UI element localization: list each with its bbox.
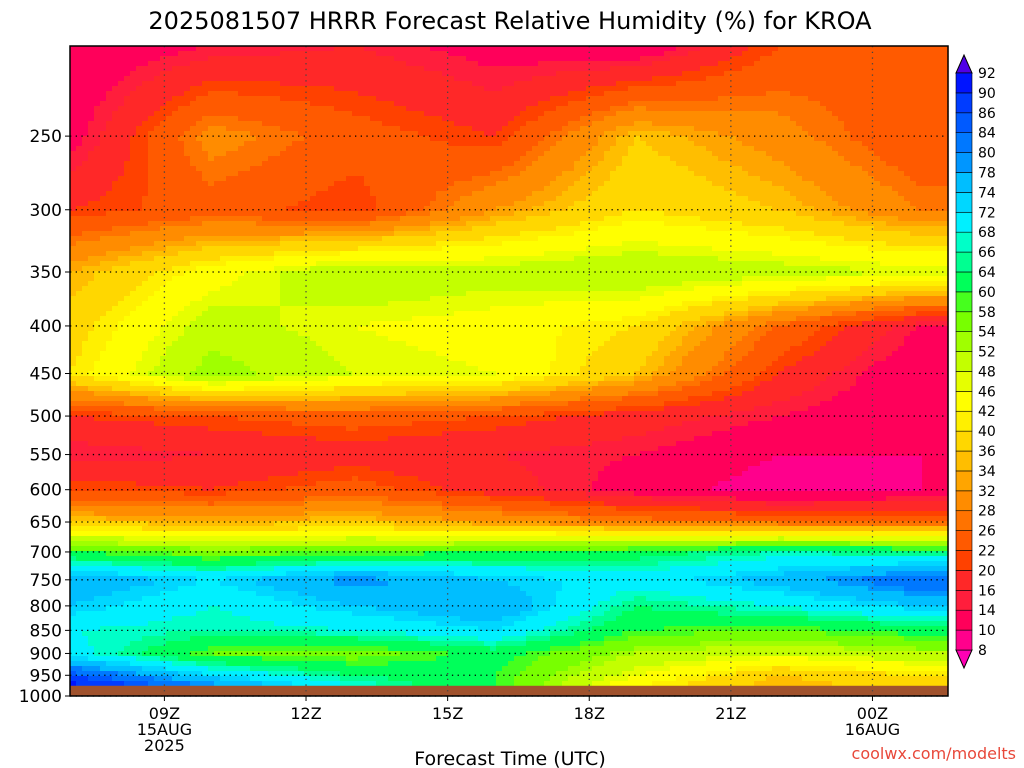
colorbar-swatch <box>956 212 972 232</box>
colorbar-lower-arrow <box>956 650 972 668</box>
colorbar: 8 10 14 16 20 22 26 28 32 34 36 40 42 46 48 52 54 58 60 64 6… <box>956 55 996 668</box>
y-tick-label: 800 <box>30 597 62 617</box>
y-tick-label: 450 <box>30 365 62 385</box>
colorbar-label: 16 <box>978 583 996 599</box>
colorbar-label: 58 <box>978 305 996 321</box>
y-tick-label: 900 <box>30 644 62 664</box>
y-tick-label: 700 <box>30 543 62 563</box>
colorbar-swatch <box>956 192 972 212</box>
colorbar-label: 46 <box>978 384 996 400</box>
colorbar-label: 80 <box>978 146 996 162</box>
colorbar-label: 90 <box>978 86 996 102</box>
colorbar-swatch <box>956 491 972 511</box>
x-tick-label: 18Z <box>574 704 605 723</box>
colorbar-swatch <box>956 252 972 272</box>
colorbar-swatch <box>956 312 972 332</box>
colorbar-label: 64 <box>978 265 996 281</box>
y-axis: 250 300 350 400 450 500 550 600 650 700 750 800 850 9… <box>19 127 70 707</box>
colorbar-swatch <box>956 352 972 372</box>
x-tick-label: 16AUG <box>845 720 900 739</box>
colorbar-label: 68 <box>978 225 996 241</box>
colorbar-label: 92 <box>978 66 996 82</box>
colorbar-label: 40 <box>978 424 996 440</box>
y-tick-label: 250 <box>30 127 62 147</box>
colorbar-label: 84 <box>978 126 996 142</box>
colorbar-label: 86 <box>978 106 996 122</box>
y-tick-label: 550 <box>30 446 62 466</box>
x-tick-label: 12Z <box>290 704 321 723</box>
colorbar-label: 78 <box>978 165 996 181</box>
colorbar-swatch <box>956 590 972 610</box>
credit-text: coolwx.com/modelts <box>852 744 1016 763</box>
colorbar-label: 32 <box>978 484 996 500</box>
y-tick-label: 950 <box>30 666 62 686</box>
colorbar-label: 22 <box>978 544 996 560</box>
colorbar-label: 26 <box>978 524 996 540</box>
colorbar-label: 48 <box>978 364 996 380</box>
colorbar-label: 66 <box>978 245 996 261</box>
colorbar-label: 60 <box>978 285 996 301</box>
colorbar-swatch <box>956 391 972 411</box>
colorbar-swatch <box>956 431 972 451</box>
colorbar-swatch <box>956 570 972 590</box>
y-tick-label: 350 <box>30 263 62 283</box>
colorbar-label: 42 <box>978 404 996 420</box>
colorbar-label: 28 <box>978 504 996 520</box>
colorbar-swatch <box>956 73 972 93</box>
y-tick-label: 650 <box>30 513 62 533</box>
colorbar-swatch <box>956 272 972 292</box>
colorbar-label: 10 <box>978 623 996 639</box>
colorbar-label: 34 <box>978 464 996 480</box>
colorbar-label: 14 <box>978 603 996 619</box>
humidity-field <box>70 46 949 696</box>
colorbar-swatch <box>956 172 972 192</box>
colorbar-label: 20 <box>978 563 996 579</box>
x-tick-label: 21Z <box>715 704 746 723</box>
y-tick-label: 400 <box>30 317 62 337</box>
colorbar-label: 72 <box>978 205 996 221</box>
colorbar-swatch <box>956 411 972 431</box>
colorbar-label: 52 <box>978 345 996 361</box>
chart-title: 2025081507 HRRR Forecast Relative Humidi… <box>148 7 872 35</box>
colorbar-swatch <box>956 451 972 471</box>
colorbar-upper-arrow <box>956 55 972 73</box>
colorbar-swatch <box>956 551 972 571</box>
y-tick-label: 850 <box>30 621 62 641</box>
colorbar-swatch <box>956 531 972 551</box>
y-tick-label: 1000 <box>19 687 62 707</box>
colorbar-swatch <box>956 610 972 630</box>
colorbar-swatch <box>956 93 972 113</box>
colorbar-label: 54 <box>978 325 996 341</box>
y-tick-label: 750 <box>30 571 62 591</box>
x-axis-label: Forecast Time (UTC) <box>414 748 605 768</box>
colorbar-swatch <box>956 292 972 312</box>
colorbar-swatch <box>956 232 972 252</box>
y-tick-label: 300 <box>30 201 62 221</box>
x-tick-label: 15Z <box>432 704 463 723</box>
colorbar-swatch <box>956 332 972 352</box>
y-tick-label: 500 <box>30 407 62 427</box>
colorbar-swatch <box>956 371 972 391</box>
colorbar-label: 36 <box>978 444 996 460</box>
colorbar-label: 8 <box>978 643 987 659</box>
colorbar-label: 74 <box>978 185 996 201</box>
colorbar-swatch <box>956 153 972 173</box>
x-tick-label: 2025 <box>144 736 185 755</box>
y-tick-label: 600 <box>30 481 62 501</box>
colorbar-swatch <box>956 630 972 650</box>
colorbar-swatch <box>956 471 972 491</box>
colorbar-swatch <box>956 133 972 153</box>
colorbar-swatch <box>956 511 972 531</box>
colorbar-swatch <box>956 113 972 133</box>
ground-band <box>70 686 948 696</box>
